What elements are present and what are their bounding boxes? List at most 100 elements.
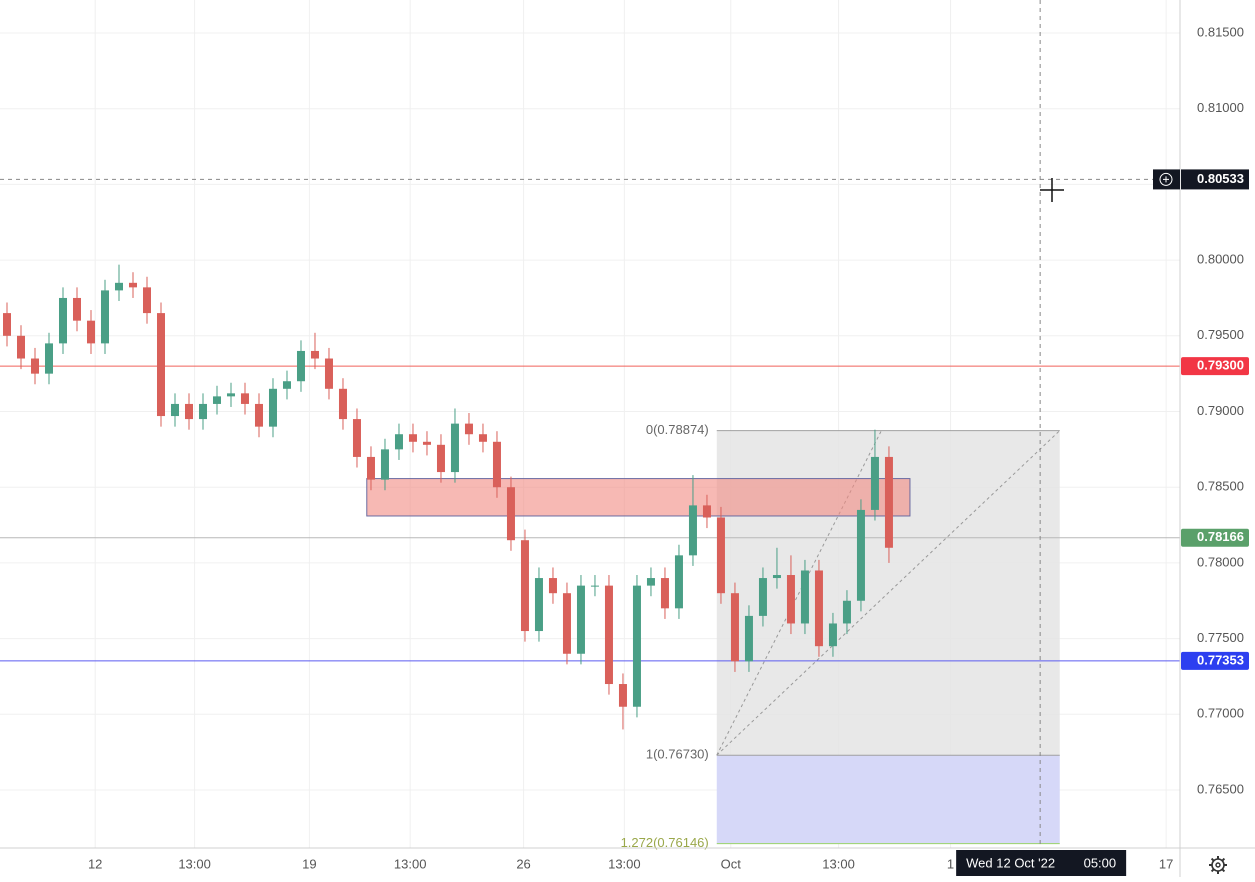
axes: 0.76500 0.77000 0.77500 0.78000 0.78500 0.790…: [88, 24, 1244, 871]
gear-hub: [1215, 862, 1221, 868]
candle-body: [226, 393, 235, 397]
candle-body: [562, 593, 571, 654]
y-tick-label: 0.79500: [1197, 327, 1244, 342]
price-label-box: [1181, 357, 1249, 376]
y-tick-label: 0.79000: [1197, 403, 1244, 418]
candle-body: [324, 358, 333, 389]
candle-body: [450, 423, 459, 473]
candle-body: [730, 593, 739, 662]
candle-body: [100, 290, 109, 344]
candle-body: [842, 600, 851, 624]
candle-body: [870, 456, 879, 510]
candles: [2, 264, 893, 730]
x-tick-label: 17: [1159, 856, 1173, 871]
crosshair-add-icon: [1159, 172, 1173, 186]
candle-body: [478, 434, 487, 442]
candle-body: [268, 388, 277, 427]
candle-body: [856, 509, 865, 601]
fib-trend: [716, 430, 882, 756]
candle-body: [198, 403, 207, 420]
cursor: [1040, 178, 1064, 202]
crosshair-time-box: [956, 850, 1127, 876]
candle-body: [394, 434, 403, 450]
crosshair-add-plus: [1163, 176, 1169, 183]
candle-body: [716, 517, 725, 594]
candle-body: [646, 578, 655, 586]
candle-body: [282, 381, 291, 389]
price-label: 0.79300: [1197, 358, 1244, 373]
labels: 0.79300 0.78166 0.77353 0.80533 Wed 12 Oct '…: [956, 169, 1249, 876]
candle-body: [506, 487, 515, 541]
candle-body: [296, 350, 305, 382]
x-tick-label: 13:00: [608, 856, 641, 871]
candle-body: [786, 575, 795, 624]
candle-body: [128, 282, 137, 288]
candle-body: [408, 434, 417, 442]
x-tick-label: 19: [302, 856, 316, 871]
x-tick-label: 13:00: [822, 856, 855, 871]
candle-body: [772, 575, 781, 579]
fib-extension-area: [716, 755, 1060, 844]
candle-body: [16, 335, 25, 359]
price-label-box: [1181, 528, 1249, 547]
resistance-zone: [366, 478, 911, 517]
candle-body: [72, 297, 81, 321]
y-tick-label: 0.76500: [1197, 781, 1244, 796]
candle-body: [114, 282, 123, 291]
candle-body: [800, 570, 809, 624]
x-tick-label: 12: [88, 856, 102, 871]
candle-body: [520, 540, 529, 632]
x-tick-label: 26: [516, 856, 530, 871]
candle-body: [590, 585, 599, 587]
candle-body: [618, 684, 627, 707]
candle-body: [310, 350, 319, 359]
candle-body: [492, 441, 501, 488]
fib-level-label: 1.272(0.76146): [621, 835, 709, 850]
y-tick-label: 0.77000: [1197, 706, 1244, 721]
candle-body: [156, 313, 165, 417]
candle-body: [534, 578, 543, 632]
candle-body: [2, 313, 11, 336]
fib-level-label: 0(0.78874): [646, 422, 709, 437]
fib-trend: [716, 430, 1061, 756]
candle-body: [380, 449, 389, 480]
candle-body: [58, 297, 67, 344]
candle-body: [170, 403, 179, 417]
candle-body: [674, 555, 683, 609]
candle-body: [30, 358, 39, 374]
candle-body: [436, 444, 445, 473]
crosshair-price-box: [1181, 169, 1249, 190]
candle-body: [212, 396, 221, 404]
crosshair-time-label: 05:00: [1084, 855, 1117, 870]
y-tick-label: 0.81500: [1197, 24, 1244, 39]
candle-body: [142, 287, 151, 314]
drawings: 0(0.78874) 1(0.76730) 1.272(0.76146): [0, 365, 1180, 850]
candle-body: [548, 578, 557, 594]
crosshair-date-label: Wed 12 Oct '22: [966, 855, 1055, 870]
x-tick-label: 13:00: [178, 856, 211, 871]
candle-body: [660, 578, 669, 609]
candle-body: [884, 456, 893, 548]
price-label: 0.77353: [1197, 652, 1244, 667]
candle-body: [576, 585, 585, 654]
overlay: [0, 0, 1180, 848]
candle-body: [338, 388, 347, 420]
candle-body: [352, 419, 361, 457]
y-tick-label: 0.80000: [1197, 252, 1244, 267]
candle-body: [688, 505, 697, 556]
candle-body: [86, 320, 95, 344]
candle-body: [604, 585, 613, 685]
x-tick-label: Oct: [721, 856, 742, 871]
candle-body: [184, 403, 193, 420]
settings-icon[interactable]: [1209, 856, 1227, 874]
candle-body: [828, 623, 837, 647]
y-tick-label: 0.81000: [1197, 100, 1244, 115]
candle-body: [758, 578, 767, 616]
candle-body: [702, 505, 711, 518]
fib-level-label: 1(0.76730): [646, 747, 709, 762]
y-tick-label: 0.77500: [1197, 630, 1244, 645]
x-tick-label: 13:00: [394, 856, 427, 871]
y-tick-label: 0.78500: [1197, 479, 1244, 494]
